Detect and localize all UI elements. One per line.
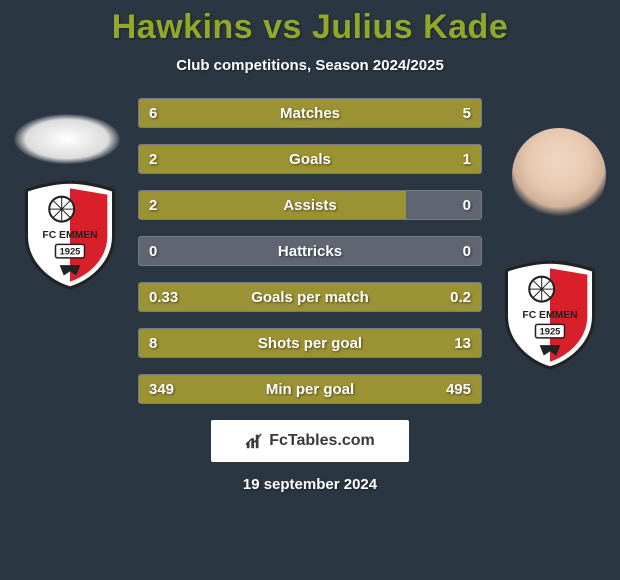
player-avatar-left [14,114,120,164]
stat-label: Hattricks [199,243,421,260]
date-text: 19 september 2024 [0,476,620,493]
club-badge-left: FC EMMEN 1925 [18,178,122,290]
club-badge-right: FC EMMEN 1925 [498,258,602,370]
stat-row: 349 Min per goal 495 [138,374,482,404]
branding-text: FcTables.com [269,432,375,450]
stat-value-left: 2 [139,151,199,168]
comparison-subtitle: Club competitions, Season 2024/2025 [0,57,620,74]
badge-year: 1925 [60,247,81,257]
badge-year: 1925 [540,327,561,337]
stat-value-right: 0 [421,197,481,214]
stat-row: 0 Hattricks 0 [138,236,482,266]
shield-icon: FC EMMEN 1925 [498,258,602,370]
stat-row: 2 Assists 0 [138,190,482,220]
stat-value-right: 13 [421,335,481,352]
stat-value-right: 0 [421,243,481,260]
stat-value-right: 1 [421,151,481,168]
stat-value-right: 0.2 [421,289,481,306]
stat-label: Shots per goal [199,335,421,352]
stat-value-left: 349 [139,381,199,398]
stat-value-left: 0 [139,243,199,260]
stat-row: 6 Matches 5 [138,98,482,128]
stat-value-left: 6 [139,105,199,122]
stat-row: 2 Goals 1 [138,144,482,174]
chart-icon [245,432,263,450]
stat-value-left: 2 [139,197,199,214]
stat-label: Goals per match [199,289,421,306]
stat-label: Assists [199,197,421,214]
stat-label: Min per goal [199,381,421,398]
branding-badge: FcTables.com [211,420,409,462]
stat-row: 8 Shots per goal 13 [138,328,482,358]
shield-icon: FC EMMEN 1925 [18,178,122,290]
stat-label: Matches [199,105,421,122]
stat-value-right: 5 [421,105,481,122]
badge-name: FC EMMEN [42,230,97,241]
badge-name: FC EMMEN [522,310,577,321]
stat-value-left: 8 [139,335,199,352]
comparison-title: Hawkins vs Julius Kade [0,0,620,47]
stat-row: 0.33 Goals per match 0.2 [138,282,482,312]
player-avatar-right [512,128,606,222]
stat-value-right: 495 [421,381,481,398]
stats-container: 6 Matches 5 2 Goals 1 2 Assists 0 0 Hatt… [138,98,482,404]
stat-value-left: 0.33 [139,289,199,306]
stat-label: Goals [199,151,421,168]
